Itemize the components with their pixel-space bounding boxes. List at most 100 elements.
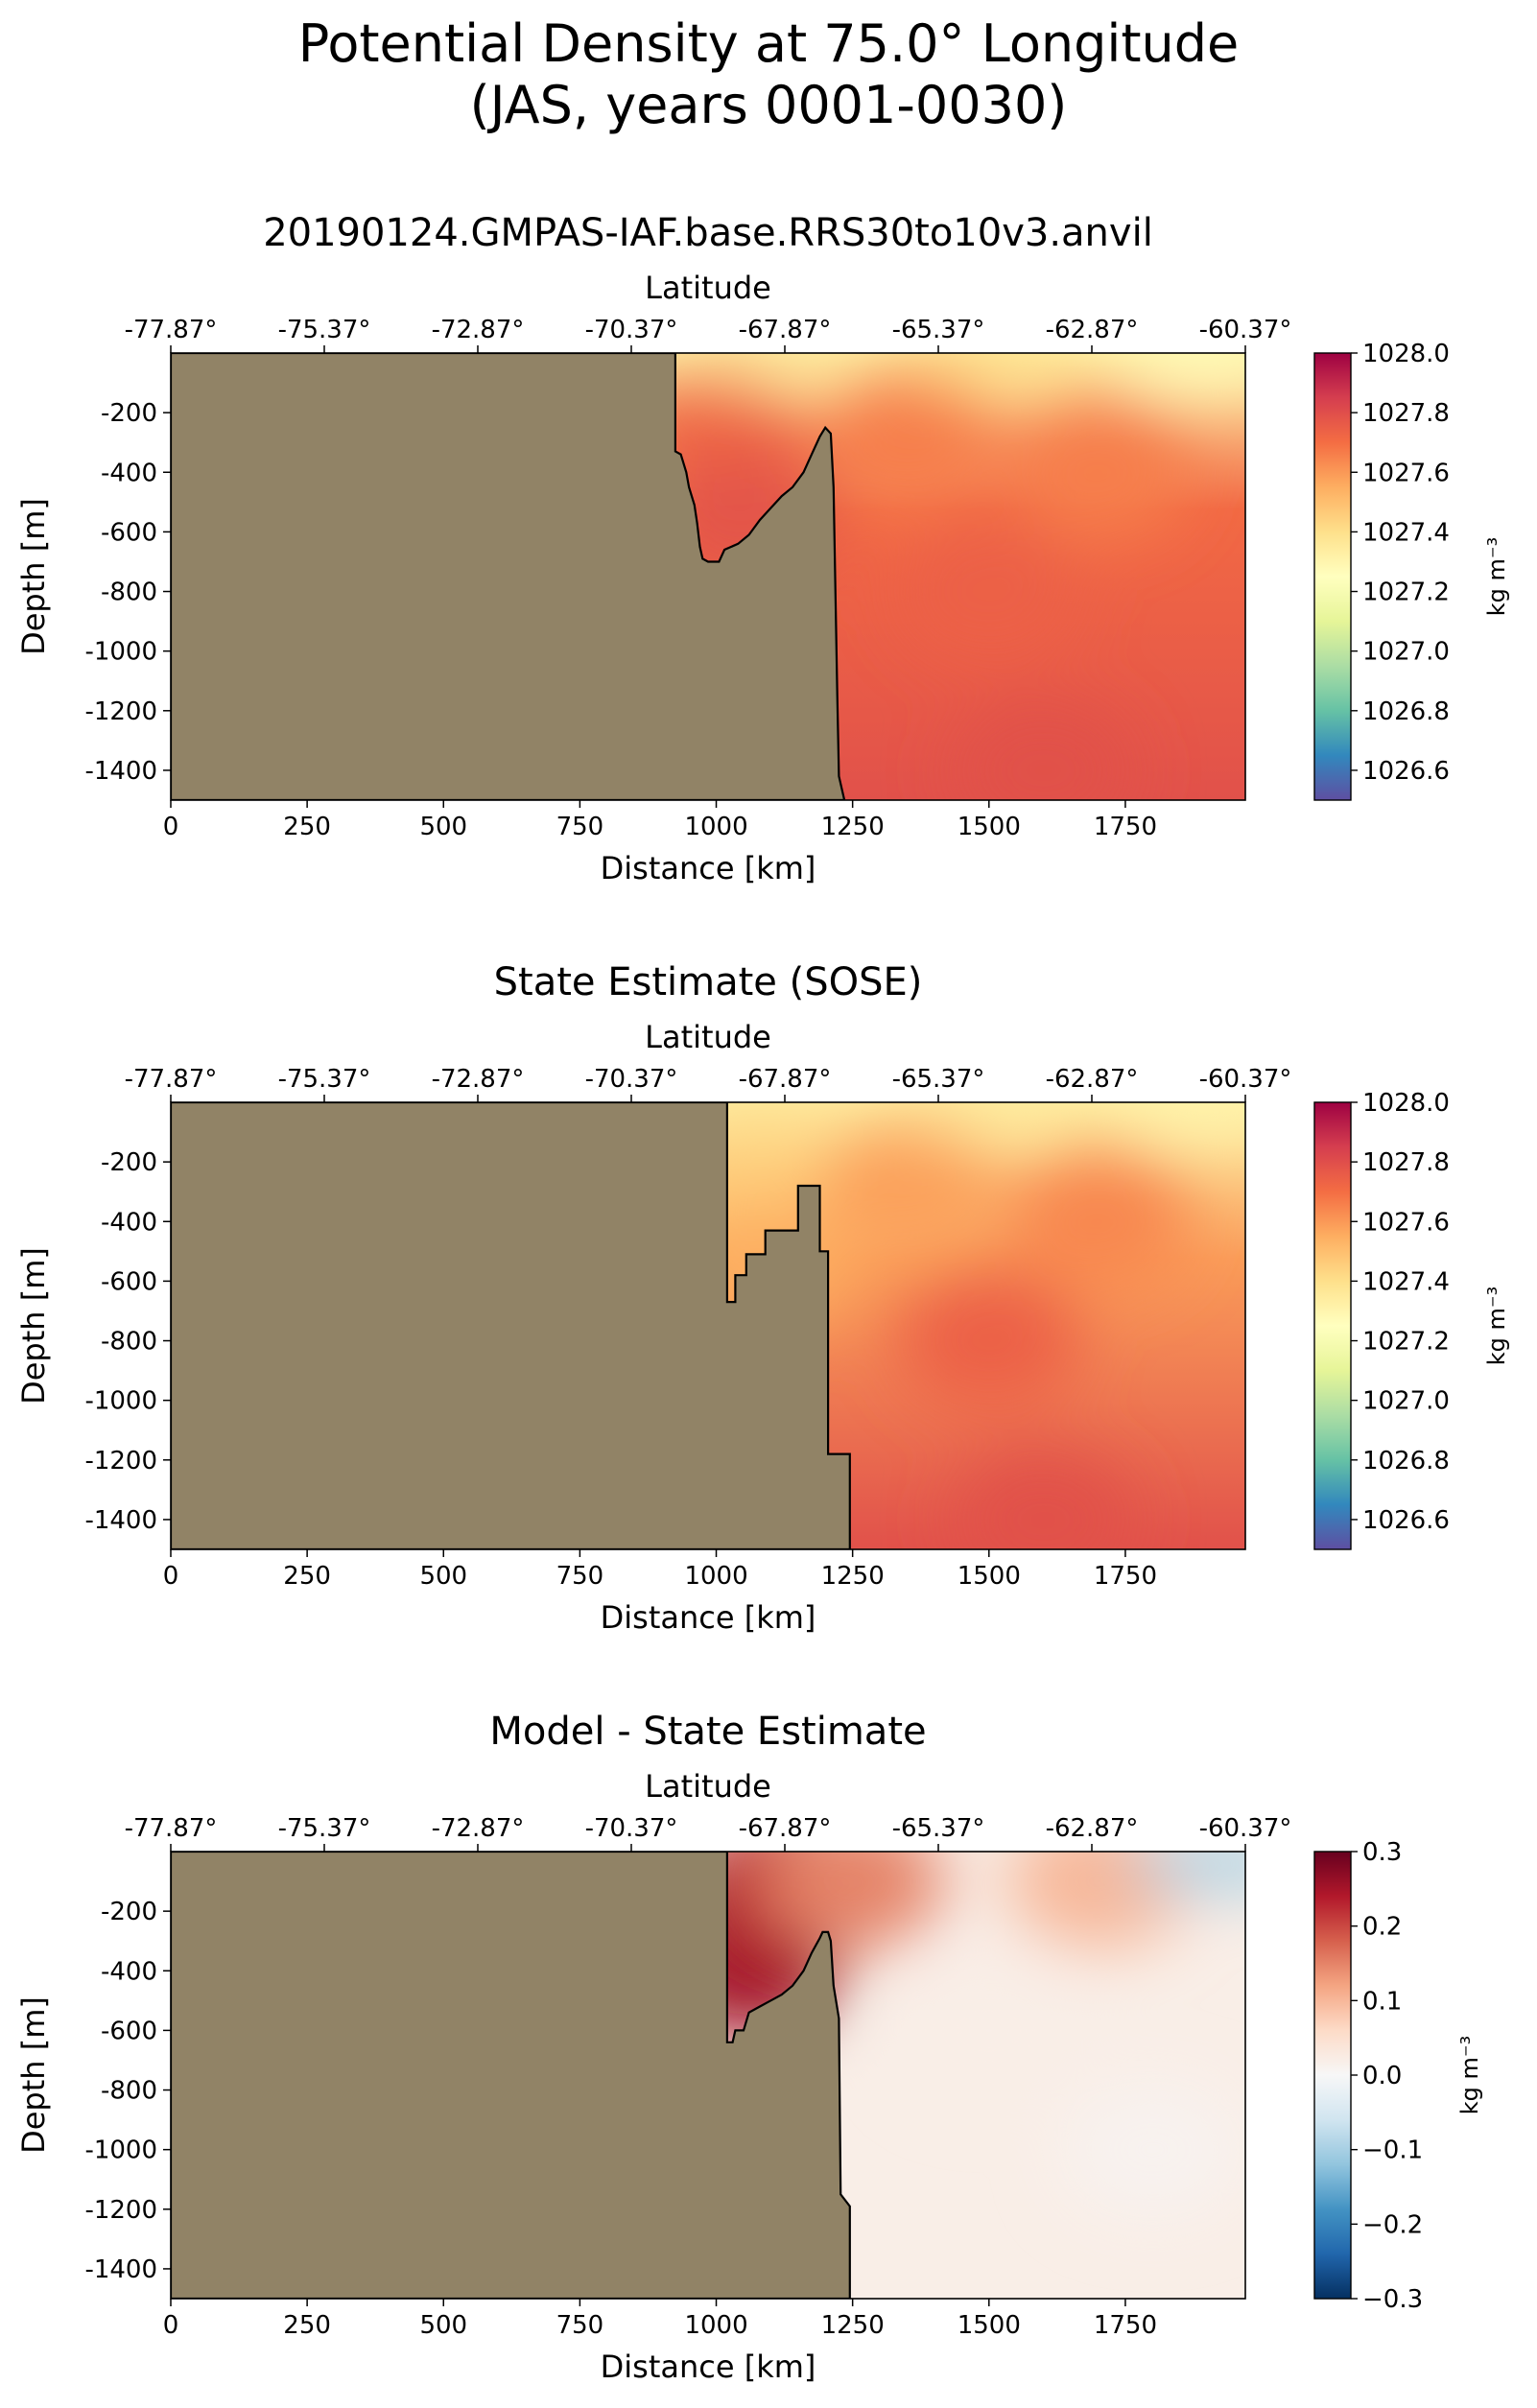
field-sample (897, 1273, 1080, 1408)
plot-frame (170, 352, 1246, 801)
y-tick-label: -1200 (84, 697, 157, 726)
field-sample (897, 1102, 1080, 1136)
top-axis: -77.87° -75.37° -72.87° -70.37° -67.87° -65.3… (125, 316, 1292, 353)
colorbar-gradient (1313, 1851, 1352, 2300)
colorbar: 1028.0 1027.8 1027.6 1027.4 1027.2 1027.0 1026… (1313, 340, 1510, 801)
top-tick-label: -72.87° (432, 1814, 525, 1843)
figure-title-line-1: Potential Density at 75.0° Longitude (298, 13, 1240, 74)
x-tick-label: 1500 (958, 2311, 1021, 2340)
y-tick-label: -200 (101, 1898, 157, 1926)
land-topography (171, 1852, 851, 2299)
field (171, 353, 1245, 800)
x-tick-label: 1250 (821, 813, 885, 841)
field-sample (897, 1963, 1080, 2098)
y-tick-label: -1400 (84, 757, 157, 786)
colorbar-tick-label: 1027.8 (1362, 1148, 1450, 1177)
x-tick-label: 1750 (1094, 813, 1157, 841)
x-tick-label: 1500 (958, 813, 1021, 841)
x-tick-label: 1000 (684, 1562, 747, 1591)
field-sample (952, 1452, 1135, 1549)
plot-frame (170, 1101, 1246, 1550)
land-topography (171, 1102, 851, 1549)
top-tick-label: -65.37° (892, 316, 985, 344)
colorbar-tick-label: 1027.4 (1362, 1267, 1450, 1296)
top-tick-label: -67.87° (739, 316, 832, 344)
panel-title: State Estimate (SOSE) (494, 960, 923, 1004)
plot-frame (170, 1851, 1246, 2300)
top-tick-label: -60.37° (1199, 1065, 1292, 1094)
field-sample (1116, 1102, 1245, 1139)
top-tick-label: -70.37° (585, 316, 678, 344)
x-tick-label: 750 (556, 813, 604, 841)
colorbar-tick-label: 0.2 (1362, 1913, 1402, 1942)
x-axis: 0 250 500 750 1000 1250 1500 1750 (163, 1549, 1157, 1591)
colorbar-tick-label: 1027.4 (1362, 518, 1450, 547)
field-sample (952, 702, 1135, 800)
y-tick-label: -1000 (84, 638, 157, 667)
colorbar-tick-label: 0.3 (1362, 1838, 1402, 1867)
field-sample (816, 1124, 999, 1260)
top-tick-label: -75.37° (278, 1065, 371, 1094)
colorbar: 1028.0 1027.8 1027.6 1027.4 1027.2 1027.0 1026… (1313, 1089, 1510, 1550)
colorbar-tick-label: 1027.2 (1362, 1328, 1450, 1357)
top-tick-label: -77.87° (125, 1065, 218, 1094)
top-tick-label: -60.37° (1199, 316, 1292, 344)
y-tick-label: -1400 (84, 1506, 157, 1535)
field (171, 1852, 1245, 2299)
colorbar-label: kg m⁻³ (1483, 1287, 1510, 1365)
x-tick-label: 0 (163, 2311, 179, 2340)
field-sample (1061, 2082, 1244, 2217)
top-tick-label: -77.87° (125, 1814, 218, 1843)
top-tick-label: -65.37° (892, 1065, 985, 1094)
y-tick-label: -1000 (84, 1387, 157, 1416)
y-tick-label: -400 (101, 1208, 157, 1237)
colorbar-tick-label: −0.1 (1362, 2137, 1423, 2165)
top-tick-label: -67.87° (739, 1065, 832, 1094)
top-axis: -77.87° -75.37° -72.87° -70.37° -67.87° -65.3… (125, 1065, 1292, 1102)
x-tick-label: 1000 (684, 2311, 747, 2340)
top-axis-label: Latitude (645, 1768, 771, 1805)
x-tick-label: 1750 (1094, 2311, 1157, 2340)
land-topography (171, 353, 846, 800)
colorbar-tick-label: −0.2 (1362, 2210, 1423, 2239)
colorbar-gradient (1313, 352, 1352, 801)
x-tick-label: 1750 (1094, 1562, 1157, 1591)
top-tick-label: -75.37° (278, 316, 371, 344)
colorbar-tick-label: 0.1 (1362, 1987, 1402, 2016)
field-sample (1126, 1852, 1245, 1891)
colorbar-gradient (1313, 1101, 1352, 1550)
top-tick-label: -75.37° (278, 1814, 371, 1843)
y-tick-label: -200 (101, 399, 157, 428)
colorbar-tick-label: 1026.6 (1362, 757, 1450, 786)
field-sample (897, 353, 1080, 387)
field-sample (761, 1852, 944, 1949)
x-tick-label: 500 (419, 2311, 467, 2340)
y-tick-label: -1200 (84, 1447, 157, 1475)
top-tick-label: -60.37° (1199, 1814, 1292, 1843)
top-tick-label: -62.87° (1046, 1065, 1139, 1094)
y-tick-label: -200 (101, 1148, 157, 1177)
top-axis-label: Latitude (645, 1019, 771, 1055)
x-tick-label: 250 (283, 1562, 331, 1591)
x-tick-label: 250 (283, 813, 331, 841)
y-tick-label: -1000 (84, 2137, 157, 2165)
x-tick-label: 0 (163, 813, 179, 841)
top-axis: -77.87° -75.37° -72.87° -70.37° -67.87° -65.3… (125, 1814, 1292, 1852)
x-tick-label: 500 (419, 813, 467, 841)
x-tick-label: 750 (556, 1562, 604, 1591)
field (171, 1102, 1245, 1549)
x-tick-label: 750 (556, 2311, 604, 2340)
panel-1: 20190124.GMPAS-IAF.base.RRS30to10v3.anvi… (15, 211, 1510, 886)
y-tick-label: -800 (101, 2077, 157, 2106)
y-axis-label: Depth [m] (15, 1996, 52, 2154)
x-axis-label: Distance [km] (601, 2349, 816, 2385)
top-tick-label: -62.87° (1046, 316, 1139, 344)
top-axis-label: Latitude (645, 270, 771, 306)
top-tick-label: -77.87° (125, 316, 218, 344)
top-tick-label: -70.37° (585, 1814, 678, 1843)
x-tick-label: 1000 (684, 813, 747, 841)
y-tick-label: -600 (101, 2017, 157, 2045)
colorbar-tick-label: 1027.0 (1362, 638, 1450, 667)
top-tick-label: -67.87° (739, 1814, 832, 1843)
